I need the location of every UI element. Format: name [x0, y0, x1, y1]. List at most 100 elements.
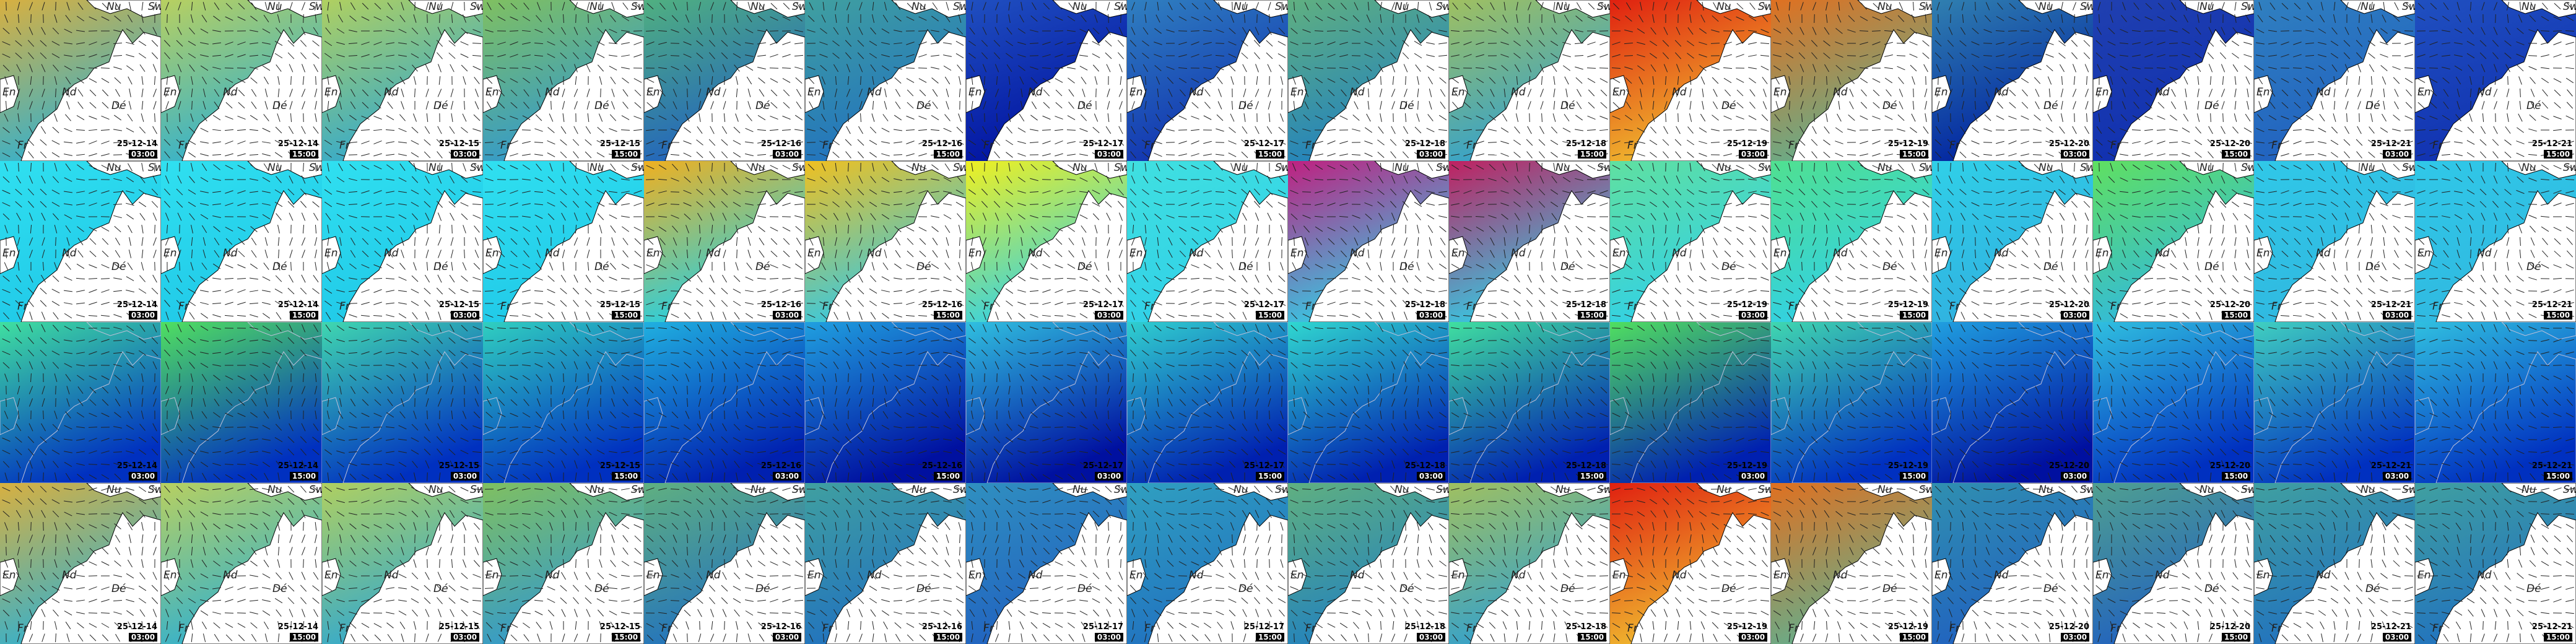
- wind-arrow: [1191, 165, 1199, 170]
- wind-arrow: [683, 189, 692, 194]
- wind-arrow: [621, 141, 630, 144]
- wind-arrow: [871, 113, 875, 122]
- wind-arrow: [1897, 66, 1905, 71]
- wind-arrow: [1364, 53, 1373, 58]
- wind-arrow: [212, 290, 221, 292]
- wind-arrow: [1326, 277, 1336, 280]
- wind-arrow: [1452, 250, 1458, 258]
- wind-arrow: [1352, 66, 1360, 71]
- wind-arrow: [277, 14, 281, 23]
- wind-arrow: [1463, 264, 1472, 269]
- wind-arrow: [1538, 188, 1546, 196]
- wind-arrow: [2518, 76, 2522, 85]
- date-label: 25-12-17: [1244, 300, 1284, 310]
- land: [483, 75, 502, 113]
- wind-arrow: [1702, 250, 1704, 258]
- wind-arrow: [225, 227, 233, 232]
- wind-arrow: [734, 64, 740, 72]
- wind-arrow: [1105, 201, 1112, 208]
- wind-arrow: [893, 290, 903, 292]
- wind-arrow: [1241, 300, 1248, 307]
- wind-arrow: [1067, 115, 1076, 120]
- wind-arrow: [2144, 78, 2153, 83]
- wind-arrow: [65, 163, 71, 171]
- wind-arrow: [1540, 101, 1544, 110]
- wind-arrow: [1825, 89, 1829, 97]
- wind-arrow: [76, 115, 85, 121]
- wind-arrow: [1873, 89, 1880, 97]
- wind-arrow: [918, 315, 928, 317]
- wind-arrow: [497, 41, 506, 45]
- wind-arrow: [1414, 300, 1422, 307]
- wind-arrow: [1538, 201, 1546, 208]
- wind-arrow: [671, 128, 679, 132]
- wind-arrow: [1030, 77, 1038, 84]
- place-label: Dé: [916, 100, 931, 112]
- wind-arrow: [1551, 311, 1557, 320]
- wind-arrow: [646, 250, 654, 258]
- wind-arrow: [413, 14, 417, 23]
- wind-arrow: [2306, 15, 2313, 22]
- wind-arrow: [1475, 67, 1485, 69]
- wind-arrow: [1526, 188, 1533, 196]
- wind-arrow: [461, 127, 468, 133]
- wind-arrow: [1054, 30, 1064, 32]
- wind-arrow: [287, 287, 295, 295]
- wind-arrow: [398, 42, 407, 45]
- wind-arrow: [1378, 27, 1384, 35]
- wind-arrow: [28, 52, 34, 59]
- wind-arrow: [1640, 237, 1642, 246]
- wind-arrow: [622, 238, 629, 245]
- wind-arrow: [1404, 101, 1408, 110]
- wind-arrow: [1243, 237, 1247, 246]
- wind-arrow: [1625, 263, 1632, 269]
- wind-arrow: [696, 189, 703, 195]
- wind-arrow: [1748, 191, 1757, 193]
- wind-arrow: [1860, 141, 1868, 144]
- wind-arrow: [425, 89, 429, 97]
- wind-arrow: [687, 1, 688, 11]
- wind-arrow: [1393, 162, 1394, 172]
- wind-arrow: [2469, 88, 2472, 98]
- wind-arrow: [27, 188, 35, 196]
- wind-arrow: [313, 27, 319, 35]
- wind-arrow: [586, 237, 590, 246]
- wind-arrow: [882, 163, 889, 172]
- wind-arrow: [89, 102, 97, 109]
- wind-arrow: [1277, 189, 1286, 194]
- wind-arrow: [1463, 277, 1473, 280]
- wind-arrow: [1019, 262, 1025, 271]
- wind-arrow: [1215, 54, 1225, 57]
- wind-arrow: [835, 224, 837, 234]
- wind-arrow: [2281, 141, 2289, 144]
- wind-arrow: [1203, 302, 1212, 305]
- wind-arrow: [1341, 89, 1347, 97]
- wind-arrow: [968, 189, 976, 195]
- wind-arrow: [820, 65, 827, 71]
- wind-arrow: [213, 15, 220, 22]
- wind-arrow: [943, 28, 952, 33]
- wind-arrow: [1699, 214, 1707, 220]
- wind-arrow: [1650, 126, 1657, 134]
- wind-arrow: [262, 141, 271, 144]
- wind-arrow: [2429, 141, 2438, 144]
- wind-arrow: [1303, 263, 1310, 270]
- wind-arrow: [1031, 250, 1037, 258]
- wind-arrow: [982, 126, 987, 134]
- wind-arrow: [1203, 30, 1212, 32]
- wind-arrow: [931, 164, 939, 170]
- wind-arrow: [1724, 89, 1731, 97]
- wind-arrow: [2021, 54, 2029, 58]
- wind-arrow: [1339, 164, 1348, 170]
- wind-arrow: [1948, 89, 1953, 97]
- wind-arrow: [2008, 16, 2017, 21]
- wind-arrow: [2132, 15, 2141, 22]
- wind-arrow: [1426, 203, 1435, 206]
- wind-arrow: [1055, 41, 1063, 45]
- wind-arrow: [1785, 152, 1794, 158]
- wind-arrow: [126, 214, 134, 220]
- wind-arrow: [1516, 2, 1518, 11]
- wind-arrow: [845, 151, 851, 159]
- wind-arrow: [41, 250, 45, 258]
- wind-arrow: [1215, 290, 1225, 292]
